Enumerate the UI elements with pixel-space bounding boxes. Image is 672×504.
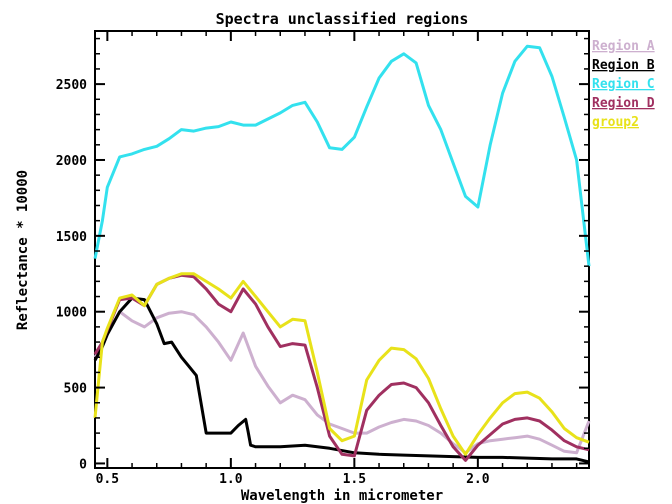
ticks-layer: 0.5 1.0 1.5 2.0 0 500 1000 1500 2000 2500 <box>56 31 589 487</box>
series-line-region-a <box>93 310 591 455</box>
x-tick-label: 1.5 <box>343 472 366 487</box>
legend-entry-region-c: Region C <box>592 77 655 92</box>
legend-entry-group2: group2 <box>592 115 639 130</box>
x-tick-label: 1.0 <box>219 472 243 487</box>
series-line-group2 <box>93 272 590 456</box>
series-layer <box>93 44 591 464</box>
legend-entry-region-b: Region B <box>592 58 655 73</box>
plot-frame <box>94 30 590 469</box>
series-line-region-c <box>93 44 591 267</box>
y-tick-label: 1500 <box>56 230 87 245</box>
x-tick-label: 2.0 <box>466 472 490 487</box>
legend: Region A Region B Region C Region D group2 <box>592 39 655 130</box>
x-axis-label: Wavelength in micrometer <box>241 488 443 504</box>
y-tick-label: 2000 <box>56 154 87 169</box>
x-tick-label: 0.5 <box>96 472 119 487</box>
y-tick-label: 500 <box>64 382 88 397</box>
y-tick-label: 1000 <box>56 306 87 321</box>
legend-entry-region-a: Region A <box>592 39 655 54</box>
series-line-region-b <box>93 296 590 464</box>
chart-title: Spectra unclassified regions <box>216 10 469 28</box>
legend-entry-region-d: Region D <box>592 96 655 111</box>
y-axis-label: Reflectance * 10000 <box>15 170 31 330</box>
y-tick-label: 0 <box>79 457 87 472</box>
y-tick-label: 2500 <box>56 78 87 93</box>
series-line-region-d <box>93 273 590 462</box>
